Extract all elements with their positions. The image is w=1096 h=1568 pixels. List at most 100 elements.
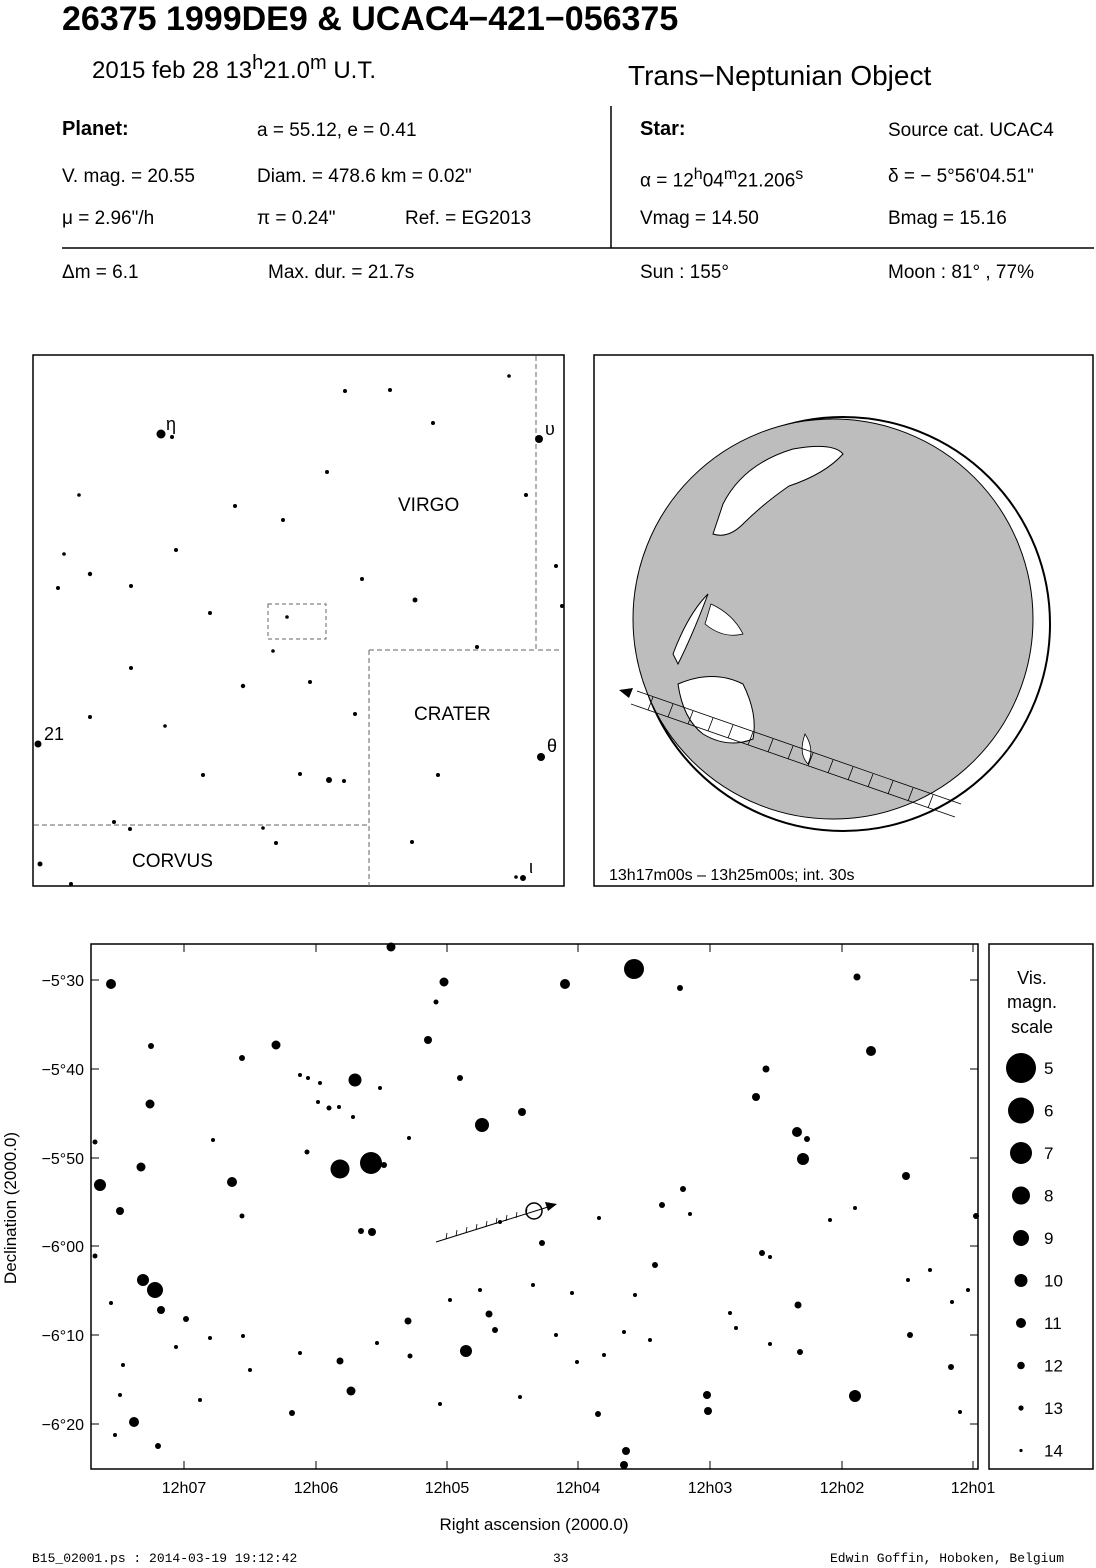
field-star [948, 1364, 954, 1370]
field-star [316, 1100, 320, 1104]
finder-stars [34, 374, 564, 886]
star-heading: Star: [640, 118, 686, 140]
field-star [828, 1218, 832, 1222]
field-star [659, 1202, 665, 1208]
asia-landmass [712, 445, 844, 536]
footer-file: B15_02001.ps : 2014-03-19 19:12:42 [32, 1551, 298, 1566]
detail-frame [90, 943, 979, 1470]
y-axis-label: Declination (2000.0) [1, 1132, 20, 1284]
field-star [958, 1410, 962, 1414]
field-star [752, 1093, 760, 1101]
x-tick-label: 12h01 [951, 1480, 996, 1497]
x-axis-label: Right ascension (2000.0) [439, 1515, 628, 1534]
field-star [797, 1349, 803, 1355]
field-star [575, 1360, 579, 1364]
constellation-corvus: CORVUS [132, 851, 213, 872]
field-star [348, 1073, 362, 1087]
field-star [147, 1282, 163, 1298]
scale-dot [1008, 1097, 1034, 1124]
field-star [407, 1353, 413, 1359]
max-duration: Max. dur. = 21.7s [268, 262, 415, 283]
field-star [531, 1283, 535, 1287]
field-star [378, 1086, 382, 1090]
field-star [386, 942, 396, 952]
scale-magnitude-label: 6 [1044, 1102, 1053, 1121]
field-star [620, 1461, 628, 1469]
field-star [351, 1115, 355, 1119]
field-star [404, 1317, 412, 1325]
object-type: Trans−Neptunian Object [628, 60, 932, 91]
field-star [853, 973, 861, 981]
field-star [595, 1411, 601, 1417]
field-star [853, 1206, 857, 1210]
field-star [728, 1311, 732, 1315]
scale-dot [1010, 1142, 1032, 1164]
track-line [435, 1206, 549, 1243]
footer-page: 33 [553, 1551, 569, 1566]
star [560, 604, 564, 608]
field-star [448, 1298, 452, 1302]
field-star [227, 1177, 237, 1187]
occultation-path [630, 690, 962, 818]
field-star [492, 1327, 498, 1333]
field-star [136, 1162, 146, 1172]
field-star [360, 1152, 382, 1174]
india-landmass [672, 593, 709, 666]
x-tick-label: 12h06 [294, 1480, 339, 1497]
star-21 [34, 740, 42, 748]
field-star [298, 1073, 302, 1077]
field-star [624, 959, 644, 979]
field-star [145, 1099, 155, 1109]
star [163, 724, 167, 728]
field-star [239, 1055, 245, 1061]
field-star [375, 1341, 379, 1345]
field-star [358, 1228, 364, 1234]
star [281, 518, 285, 522]
field-star [704, 1407, 712, 1415]
field-star [804, 1136, 810, 1142]
star [128, 827, 132, 831]
field-star [198, 1398, 202, 1402]
delta-magnitude: Δm = 6.1 [62, 262, 139, 283]
field-star [688, 1212, 692, 1216]
sun-elongation: Sun : 155° [640, 262, 729, 283]
field-star [289, 1410, 295, 1416]
star [37, 861, 43, 867]
path-direction-arrow [619, 688, 633, 698]
field-star [239, 1213, 245, 1219]
star [233, 504, 237, 508]
field-star [106, 979, 116, 989]
planet-parallax: π = 0.24" [257, 208, 336, 229]
finder-frame [32, 354, 565, 887]
field-star [439, 977, 449, 987]
scale-dot [1012, 1186, 1030, 1205]
ra-minute-unit: m [723, 166, 738, 183]
field-star [438, 1402, 442, 1406]
boundary-crater [368, 649, 536, 886]
scale-dot [1006, 1053, 1036, 1083]
star [388, 388, 392, 392]
planet-heading: Planet: [62, 118, 129, 140]
x-tick-label: 12h04 [556, 1480, 601, 1497]
field-star [928, 1268, 932, 1272]
star-ra: α = 12h04m21.206s [640, 166, 803, 192]
field-star [768, 1342, 772, 1346]
x-tick-label: 12h02 [820, 1480, 865, 1497]
field-star [950, 1300, 954, 1304]
field-star [602, 1353, 606, 1357]
field-star [337, 1105, 341, 1109]
field-star [113, 1433, 117, 1437]
field-star [849, 1390, 861, 1402]
star [170, 435, 174, 439]
field-star [792, 1127, 802, 1137]
field-star [330, 1159, 350, 1179]
field-star [734, 1326, 738, 1330]
scale-dot [1019, 1448, 1023, 1453]
ra-second: 21.206 [737, 170, 796, 192]
header-dividers [62, 106, 1094, 249]
scale-magnitude-label: 7 [1044, 1144, 1053, 1163]
field-star [554, 1333, 558, 1337]
event-datetime: 2015 feb 28 13h21.0m U.T. [92, 52, 376, 85]
field-star [116, 1207, 124, 1215]
star [240, 683, 246, 689]
